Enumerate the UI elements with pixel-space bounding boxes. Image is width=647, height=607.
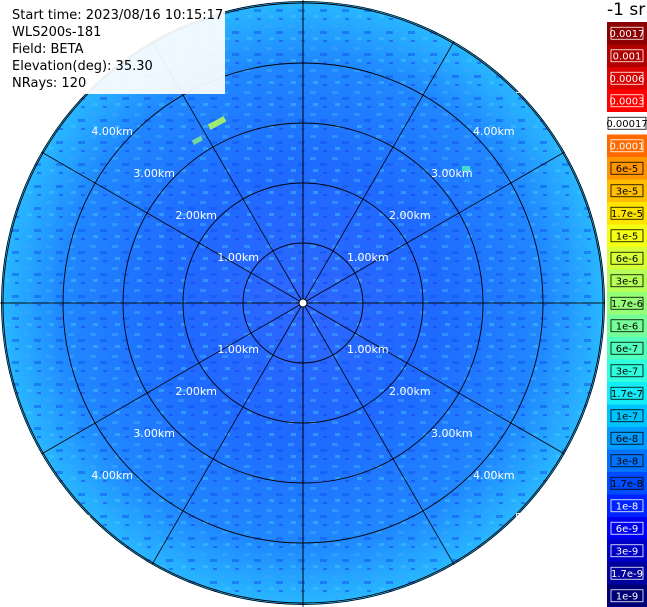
range-ring-label: 1.00km	[347, 343, 389, 356]
colorbar-label-box	[610, 454, 644, 468]
colorbar-label-box	[610, 296, 644, 310]
range-ring-label: 5.00km	[515, 511, 557, 524]
colorbar-label-box	[610, 386, 644, 400]
range-ring-label: 4.00km	[91, 469, 133, 482]
colorbar-tick-label: 3e-7	[616, 366, 639, 377]
colorbar-label-box	[610, 94, 644, 108]
colorbar-label-box	[610, 229, 644, 243]
range-ring-label: 1.00km	[217, 343, 259, 356]
azimuth-spoke	[41, 151, 304, 304]
colorbar-label-box	[610, 71, 644, 85]
colorbar-label-box	[610, 206, 644, 220]
range-ring-label: 5.00km	[49, 511, 91, 524]
colorbar-unit-label: -1 sr	[607, 0, 646, 20]
colorbar-label-box	[610, 364, 644, 378]
colorbar-tick-label: 0.0001	[610, 141, 645, 152]
colorbar-tick-label: 0.0003	[610, 96, 645, 107]
colorbar-tick-label: 6e-9	[616, 524, 639, 535]
colorbar-label-box	[610, 431, 644, 445]
colorbar-label-box	[610, 161, 644, 175]
colorbar-label-box	[610, 251, 644, 265]
colorbar-label-box	[610, 49, 644, 63]
range-ring-label: 2.00km	[389, 209, 431, 222]
colorbar-label-box	[610, 341, 644, 355]
colorbar-tick-label: 0.0006	[610, 74, 645, 85]
radar-center-marker	[298, 298, 308, 308]
colorbar-tick-label: 6e-5	[616, 164, 639, 175]
range-ring-label: 3.00km	[431, 427, 473, 440]
colorbar-tick-label: 1e-7	[616, 411, 639, 422]
range-ring-label: 1.00km	[347, 251, 389, 264]
colorbar-tick-label: 1.7e-5	[611, 209, 643, 220]
colorbar-label-box	[610, 566, 644, 580]
colorbar-label-box	[610, 409, 644, 423]
azimuth-spoke	[151, 302, 304, 565]
colorbar-tick-label: 1e-6	[616, 321, 639, 332]
echo-patch	[191, 135, 203, 145]
colorbar-tick-label: 1.7e-7	[611, 389, 643, 400]
range-ring-label: 2.00km	[389, 385, 431, 398]
range-ring-labels: 1.00km 1.00km 1.00km 1.00km 2.00km 2.00km 2.00…	[49, 83, 556, 524]
azimuth-spoke	[302, 302, 455, 565]
nrays-text: NRays: 120	[12, 76, 87, 91]
colorbar-tick-label: 1e-8	[616, 501, 639, 512]
azimuth-spoke	[302, 151, 565, 304]
colorbar-tick-label: 0.0017	[610, 29, 645, 40]
range-ring-label: 3.00km	[133, 167, 175, 180]
colorbar: 0.0017 0.001 0.0006 0.0003 0.00017 0.0001 6e-5…	[607, 22, 647, 607]
colorbar-label-box	[610, 274, 644, 288]
colorbar-label-box	[610, 139, 644, 153]
colorbar-tick-label: 0.001	[613, 51, 642, 62]
colorbar-tick-label: 3e-9	[616, 546, 639, 557]
colorbar-label-box	[610, 521, 644, 535]
colorbar-tick-label: 6e-7	[616, 344, 639, 355]
colorbar-label-box	[607, 116, 647, 130]
elevation-text: Elevation(deg): 35.30	[12, 59, 153, 74]
azimuth-spoke	[302, 41, 455, 304]
range-ring-label: 4.00km	[473, 125, 515, 138]
colorbar-label-box	[610, 589, 644, 603]
colorbar-label-box	[610, 499, 644, 513]
colorbar-label-box	[610, 476, 644, 490]
colorbar-label-box	[610, 319, 644, 333]
colorbar-tick-label: 1.7e-9	[611, 569, 643, 580]
colorbar-tick-label: 3e-8	[616, 456, 639, 467]
azimuth-spoke	[41, 302, 304, 455]
colorbar-tick-label: 1.7e-8	[611, 479, 643, 490]
echo-patch	[462, 166, 470, 171]
range-ring-label: 3.00km	[133, 427, 175, 440]
range-ring-label: 4.00km	[91, 125, 133, 138]
field-text: Field: BETA	[12, 42, 84, 57]
colorbar-tick-label: 0.00017	[607, 119, 647, 130]
azimuth-spoke	[302, 302, 565, 455]
scan-info-panel: Start time: 2023/08/16 10:15:17 WLS200s-…	[12, 6, 226, 94]
colorbar-label-box	[610, 544, 644, 558]
colorbar-label-box	[610, 26, 644, 40]
colorbar-tick-label: 3e-6	[616, 276, 639, 287]
echo-patch	[207, 116, 227, 130]
ppi-scan-plot: 1.00km 1.00km 1.00km 1.00km 2.00km 2.00km 2.00…	[0, 0, 605, 607]
colorbar-tick-label: 6e-6	[616, 254, 639, 265]
colorbar-tick-label: 1e-5	[616, 231, 639, 242]
colorbar-tick-label: 6e-8	[616, 434, 639, 445]
range-ring-label: 1.00km	[217, 251, 259, 264]
range-ring-label: 2.00km	[175, 209, 217, 222]
range-ring-label: 5.00km	[515, 83, 557, 96]
range-ring-label: 2.00km	[175, 385, 217, 398]
colorbar-tick-label: 3e-5	[616, 186, 639, 197]
colorbar-tick-label: 1e-9	[616, 591, 639, 602]
instrument-text: WLS200s-181	[12, 25, 102, 40]
colorbar-tick-label: 1.7e-6	[611, 299, 643, 310]
range-ring-label: 4.00km	[473, 469, 515, 482]
start-time-text: Start time: 2023/08/16 10:15:17	[12, 8, 224, 23]
colorbar-label-box	[610, 184, 644, 198]
range-ring-label: 3.00km	[431, 167, 473, 180]
